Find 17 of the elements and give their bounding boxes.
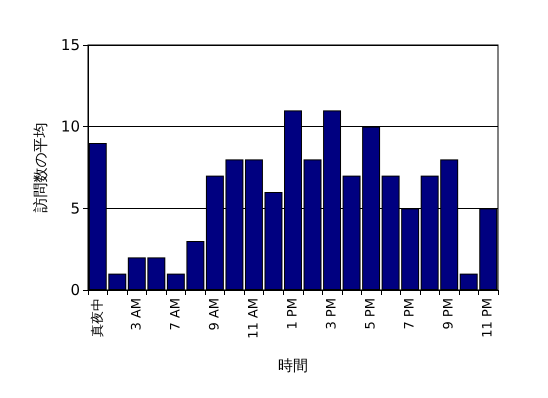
y-axis-title: 訪問数の平均	[32, 122, 50, 212]
y-tick-label: 0	[70, 281, 80, 299]
x-tick-label: 9 PM	[442, 298, 457, 330]
y-tick-label: 5	[70, 199, 80, 218]
y-tick-label: 15	[60, 36, 80, 54]
x-tick-label: 5 PM	[364, 298, 379, 330]
x-tick-label: 3 PM	[324, 298, 340, 330]
x-tick-label: 真夜中	[89, 298, 106, 337]
x-tick-label: 9 AM	[207, 298, 222, 331]
y-tick-label: 10	[60, 118, 80, 136]
x-tick-label: 7 AM	[168, 298, 184, 331]
x-tick-label: 1 PM	[286, 298, 300, 330]
x-axis-title: 時間	[278, 356, 308, 374]
x-tick-label: 7 PM	[402, 298, 418, 330]
x-tick-label: 11 AM	[246, 298, 262, 339]
x-tick-label: 3 AM	[129, 298, 144, 331]
x-tick-label: 11 PM	[480, 298, 496, 338]
